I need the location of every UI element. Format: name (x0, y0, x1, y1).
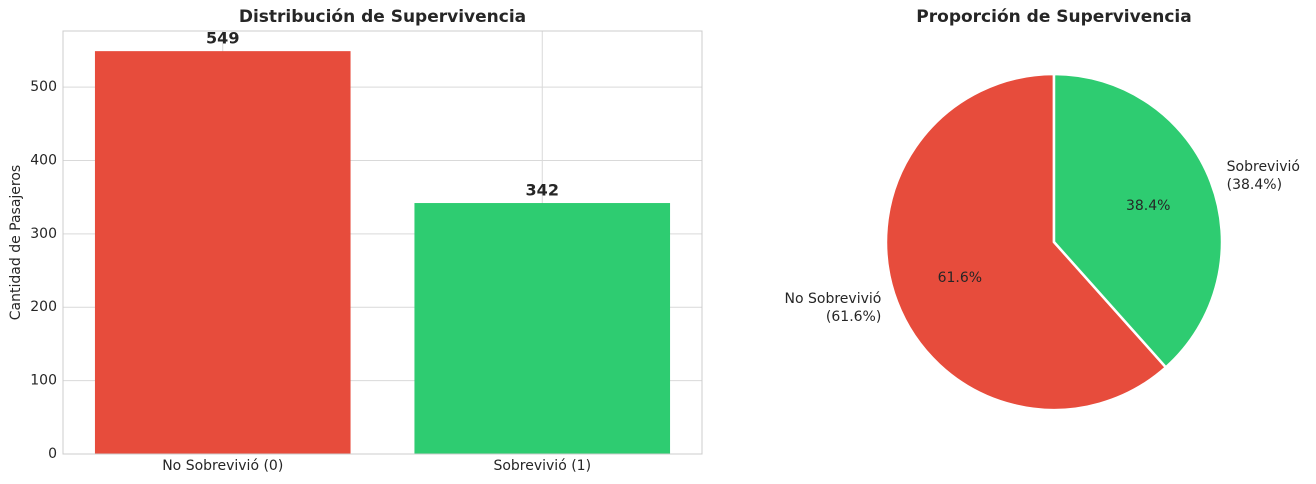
slice-outer-percent: (61.6%) (826, 309, 881, 325)
slice-label: Sobrevivió (1227, 159, 1300, 175)
y-tick-label: 200 (30, 299, 57, 315)
chart-title: Proporción de Supervivencia (916, 7, 1191, 27)
bar-value-label: 342 (526, 181, 559, 200)
slice-percent-label: 61.6% (938, 270, 982, 286)
chart-title: Distribución de Supervivencia (239, 7, 526, 27)
x-tick-label: No Sobrevivió (0) (162, 458, 283, 474)
bar (414, 203, 671, 454)
pie-slice (1052, 72, 1224, 370)
bar (94, 51, 351, 455)
x-tick-label: Sobrevivió (1) (493, 458, 591, 474)
bar-value-label: 549 (206, 29, 239, 48)
slice-outer-percent: (38.4%) (1227, 177, 1282, 193)
y-tick-label: 100 (30, 373, 57, 389)
slice-label: No Sobrevivió (785, 291, 882, 307)
y-tick-label: 400 (30, 152, 57, 168)
plot-frame (62, 30, 703, 455)
y-tick-label: 0 (48, 446, 57, 462)
y-tick-label: 300 (30, 226, 57, 242)
slice-percent-label: 38.4% (1126, 198, 1170, 214)
pie-slice (884, 72, 1168, 412)
y-tick-label: 500 (30, 79, 57, 95)
y-axis-label: Cantidad de Pasajeros (8, 165, 24, 320)
